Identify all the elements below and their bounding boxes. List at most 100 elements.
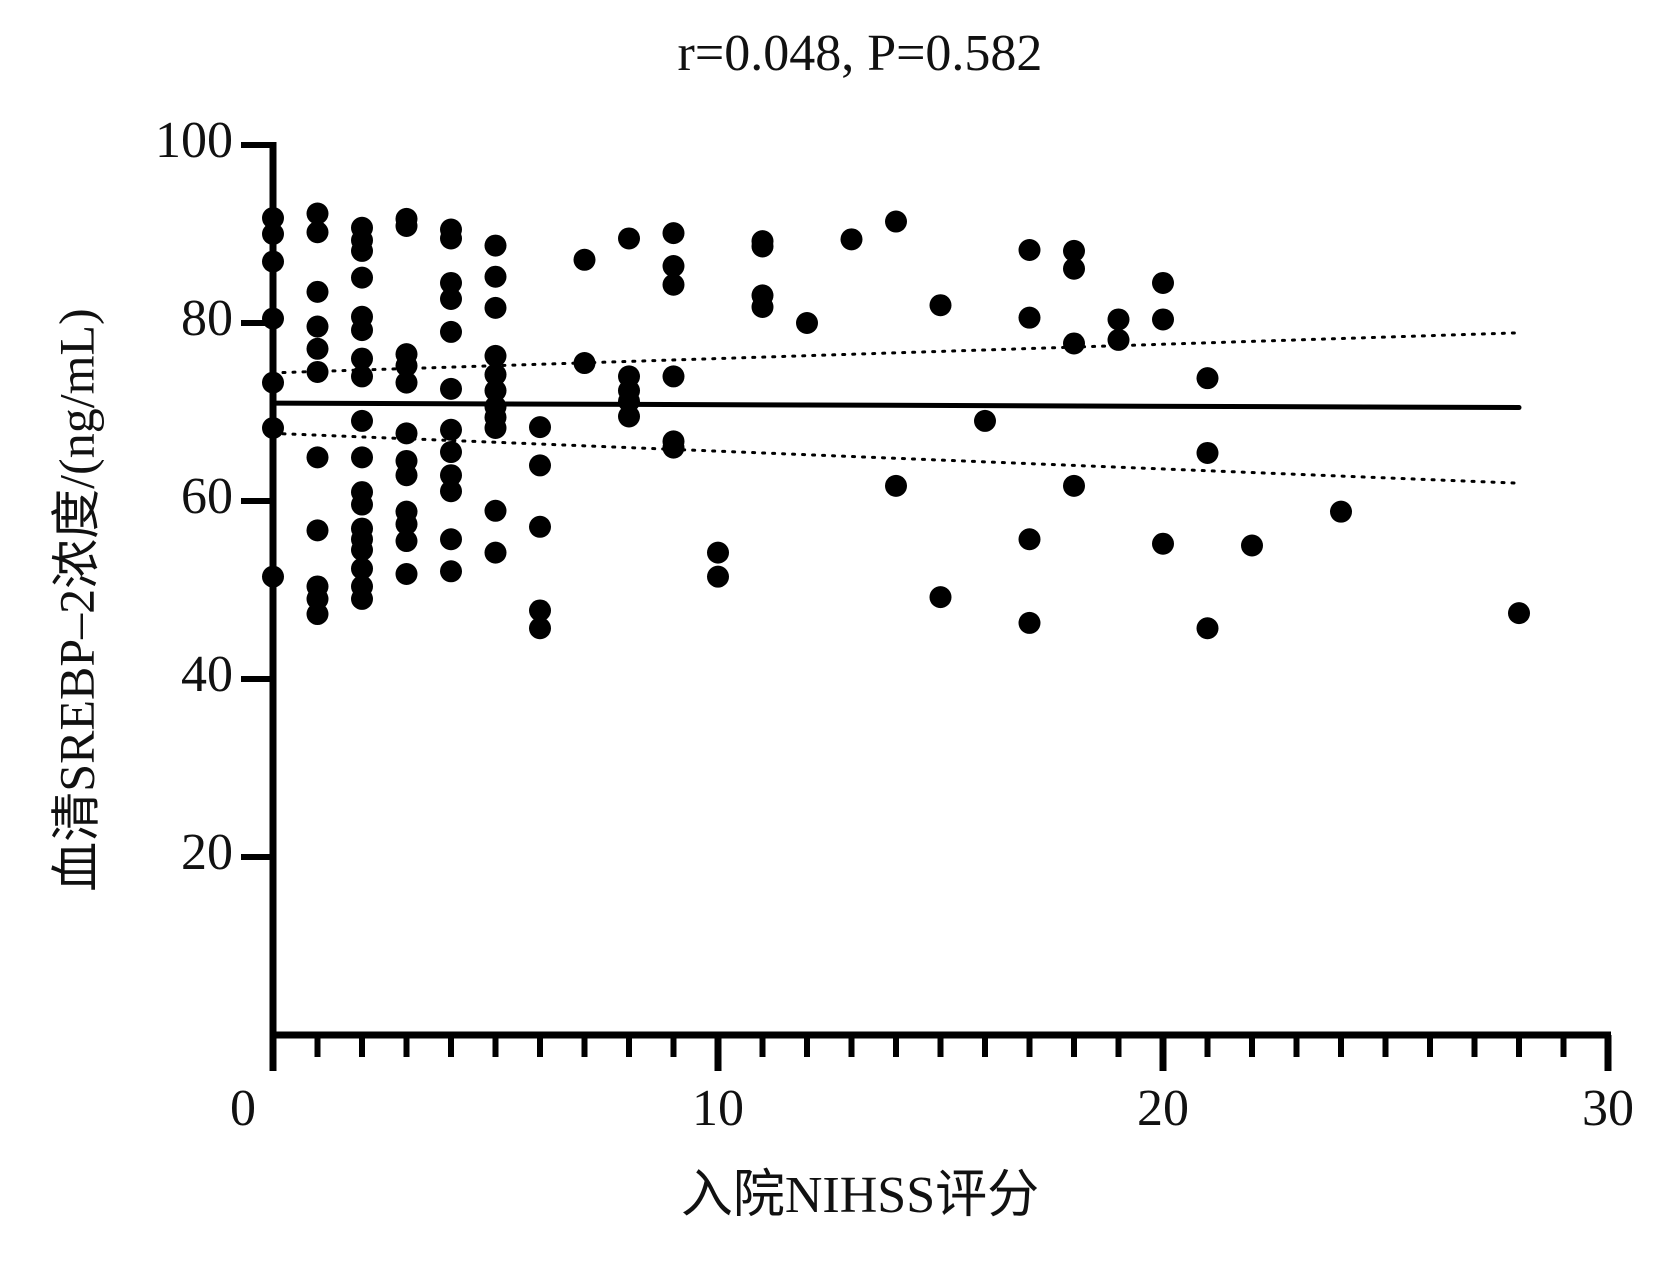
point bbox=[395, 464, 418, 487]
point bbox=[751, 295, 774, 318]
point bbox=[1152, 308, 1174, 331]
point bbox=[484, 363, 507, 386]
point bbox=[440, 441, 462, 464]
point bbox=[1107, 308, 1130, 331]
point bbox=[1508, 602, 1530, 625]
point bbox=[395, 354, 418, 377]
point bbox=[306, 360, 329, 383]
point bbox=[796, 312, 818, 334]
point bbox=[262, 417, 284, 440]
point bbox=[306, 519, 329, 542]
point bbox=[484, 417, 507, 440]
point bbox=[484, 379, 507, 402]
point bbox=[573, 248, 596, 271]
point bbox=[262, 250, 284, 273]
point bbox=[707, 565, 729, 588]
point bbox=[1196, 367, 1219, 390]
point bbox=[529, 599, 551, 622]
point bbox=[484, 265, 507, 288]
point bbox=[351, 557, 373, 580]
point bbox=[306, 587, 329, 610]
point bbox=[306, 221, 329, 244]
point bbox=[1063, 332, 1085, 355]
point bbox=[1330, 500, 1352, 523]
point bbox=[662, 273, 685, 296]
point bbox=[840, 228, 863, 251]
point bbox=[618, 227, 640, 250]
point bbox=[929, 294, 952, 317]
point bbox=[351, 365, 373, 388]
y-tick-label: 20 bbox=[181, 824, 233, 881]
point bbox=[306, 446, 329, 469]
point bbox=[395, 530, 418, 553]
point bbox=[662, 222, 685, 245]
x-tick-label: 0 bbox=[230, 1080, 256, 1137]
point bbox=[1018, 306, 1041, 329]
point bbox=[440, 528, 462, 551]
point bbox=[262, 307, 284, 330]
y-tick-label: 80 bbox=[181, 290, 233, 347]
point bbox=[1018, 528, 1041, 551]
point bbox=[1018, 239, 1041, 262]
point bbox=[395, 422, 418, 445]
point bbox=[529, 454, 551, 477]
point bbox=[1063, 257, 1085, 280]
point bbox=[262, 223, 284, 245]
x-axis-label: 入院NIHSS评分 bbox=[681, 1167, 1039, 1224]
point bbox=[662, 365, 685, 388]
x-tick-label: 10 bbox=[692, 1080, 744, 1137]
x-tick-label: 30 bbox=[1582, 1080, 1634, 1137]
x-tick-label: 20 bbox=[1137, 1080, 1189, 1137]
regression-line bbox=[270, 400, 1522, 411]
y-axis-label: 血清SREBP–2浓度/(ng/mL) bbox=[48, 308, 104, 891]
point bbox=[351, 493, 373, 516]
point bbox=[707, 541, 729, 564]
point bbox=[395, 214, 418, 237]
point bbox=[306, 315, 329, 338]
y-tick-label: 100 bbox=[155, 112, 233, 169]
point bbox=[1152, 532, 1174, 555]
point bbox=[440, 320, 462, 343]
point bbox=[351, 239, 373, 262]
point bbox=[440, 464, 462, 487]
point bbox=[351, 266, 373, 289]
point bbox=[440, 560, 462, 583]
point bbox=[484, 541, 507, 564]
confidence-band bbox=[271, 331, 1521, 375]
point bbox=[1107, 328, 1130, 351]
point bbox=[751, 235, 774, 258]
point bbox=[529, 416, 551, 439]
point bbox=[262, 371, 284, 394]
point bbox=[529, 515, 551, 538]
point bbox=[885, 210, 907, 233]
y-tick-label: 60 bbox=[181, 468, 233, 525]
point bbox=[351, 347, 373, 370]
point bbox=[662, 255, 685, 278]
point bbox=[395, 562, 418, 585]
point bbox=[1241, 534, 1263, 557]
point bbox=[885, 474, 907, 497]
point bbox=[484, 499, 507, 522]
point bbox=[929, 586, 952, 609]
point bbox=[440, 287, 462, 310]
point bbox=[662, 436, 685, 459]
point bbox=[306, 280, 329, 303]
point bbox=[440, 227, 462, 250]
point bbox=[351, 587, 373, 610]
point bbox=[1196, 441, 1219, 464]
point bbox=[484, 296, 507, 319]
point bbox=[351, 319, 373, 342]
point bbox=[351, 446, 373, 469]
point bbox=[618, 405, 640, 428]
point bbox=[1063, 474, 1085, 497]
point bbox=[1018, 611, 1041, 634]
point bbox=[484, 234, 507, 257]
point bbox=[618, 390, 640, 413]
point bbox=[395, 513, 418, 536]
confidence-band bbox=[271, 431, 1521, 485]
point bbox=[440, 418, 462, 441]
point bbox=[1152, 271, 1174, 294]
y-tick-label: 40 bbox=[181, 646, 233, 703]
point bbox=[529, 617, 551, 640]
